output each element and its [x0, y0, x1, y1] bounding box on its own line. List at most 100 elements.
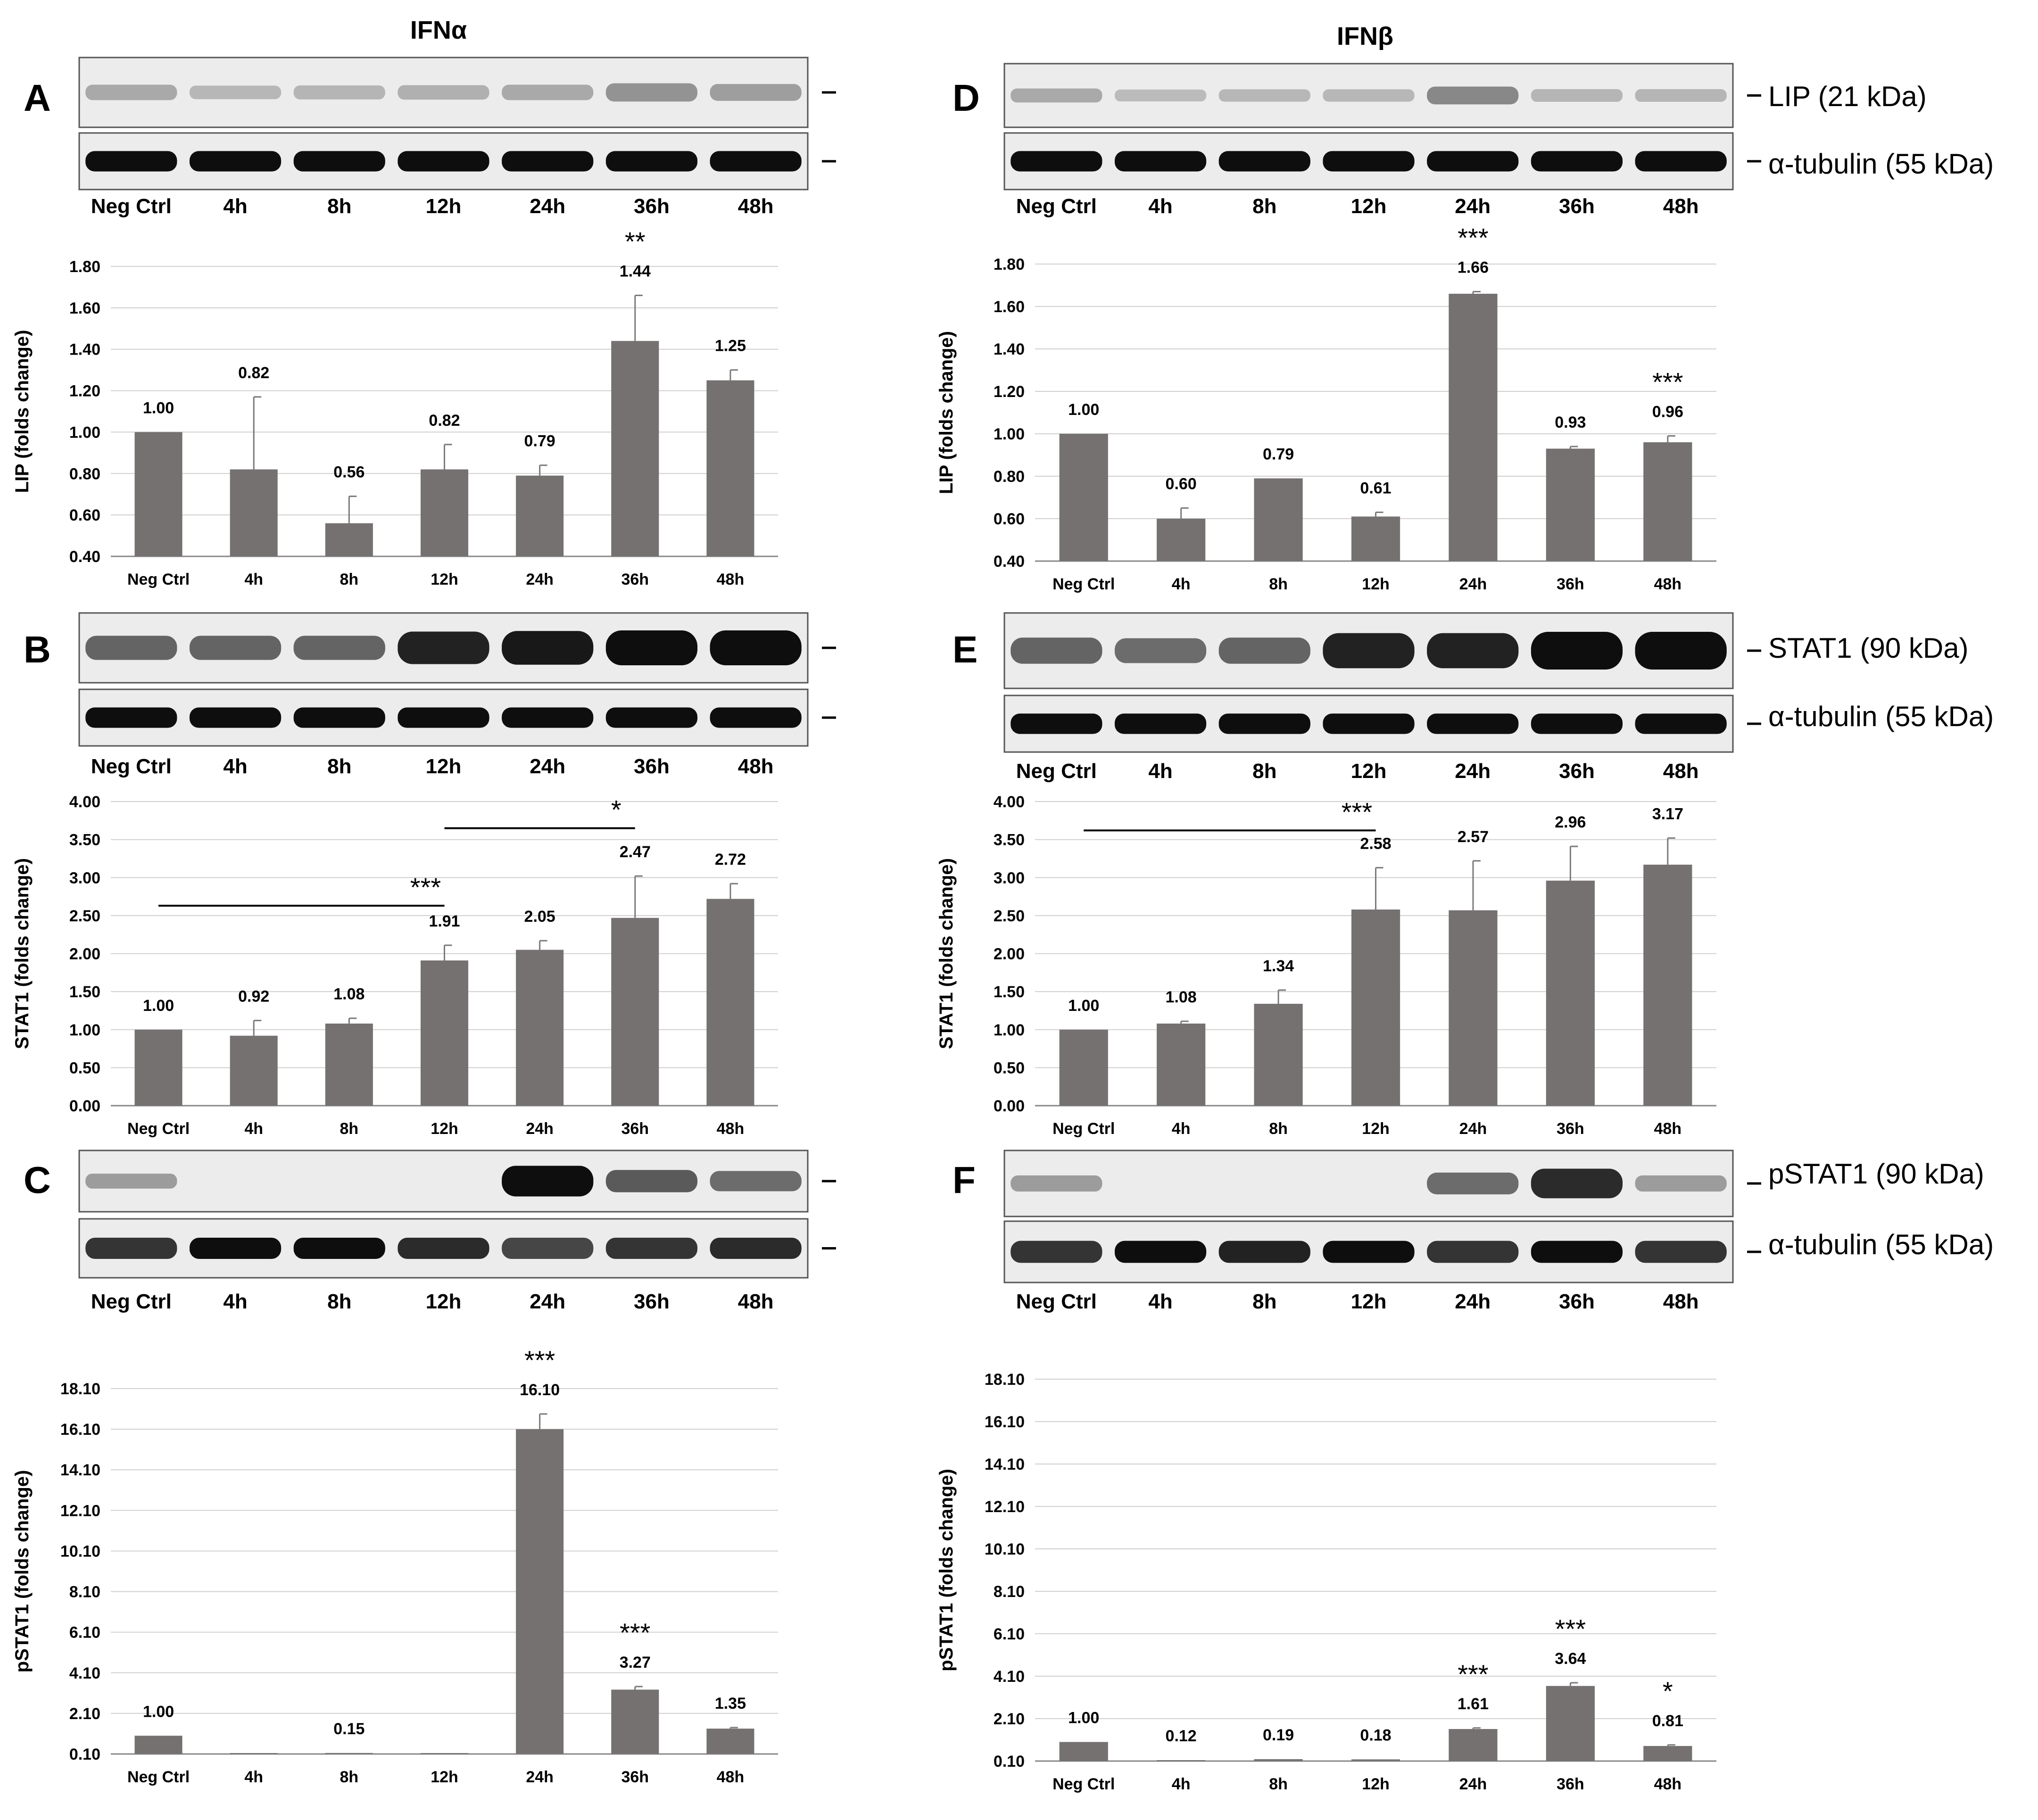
y-tick-label: 1.00 — [69, 1021, 100, 1039]
bar — [325, 1753, 373, 1754]
lane-label: Neg Ctrl — [1016, 760, 1097, 783]
data-label: 0.79 — [524, 432, 555, 450]
bar — [1449, 910, 1498, 1106]
bar — [1254, 1759, 1303, 1761]
bar — [706, 899, 754, 1106]
bar — [1351, 516, 1400, 561]
x-tick-label: 36h — [621, 1768, 649, 1786]
y-tick-label: 12.10 — [60, 1502, 100, 1520]
y-tick-label: 1.40 — [69, 341, 100, 359]
blot-c-pstat1 — [78, 1150, 836, 1213]
y-tick-label: 8.10 — [994, 1583, 1025, 1601]
x-tick-label: 4h — [244, 1120, 263, 1138]
y-axis-label: STAT1 (folds change) — [936, 858, 957, 1049]
data-label: 2.96 — [1555, 813, 1586, 831]
blot-band — [293, 1238, 385, 1259]
blot-band — [1323, 713, 1415, 734]
blot-b-stat1 — [78, 612, 836, 684]
blot-band — [605, 1238, 698, 1259]
bar-charts: 0.40 0.60 0.80 1.00 1.20 1.40 1.60 1.80 LIP (fol… — [12, 223, 1716, 1793]
x-tick-label: 12h — [431, 571, 458, 588]
x-tick-label: 48h — [717, 571, 745, 588]
blot-label-tubulin-f: α-tubulin (55 kDa) — [1768, 1229, 1994, 1260]
lane-label: 12h — [1351, 760, 1387, 783]
x-tick-label: Neg Ctrl — [1052, 1775, 1115, 1793]
x-tick-label: Neg Ctrl — [127, 1768, 190, 1786]
blot-c-tubulin — [78, 1218, 836, 1279]
data-label: 1.08 — [1166, 988, 1197, 1006]
blot-band — [1114, 638, 1207, 663]
y-tick-label: 0.40 — [994, 553, 1025, 571]
x-tick-label: 24h — [526, 1768, 554, 1786]
lane-label: 8h — [327, 1290, 351, 1313]
lane-label: 48h — [1663, 195, 1699, 218]
lane-label: 8h — [1252, 195, 1276, 218]
lane-label: Neg Ctrl — [91, 195, 172, 218]
x-tick-label: 48h — [717, 1120, 745, 1138]
data-label: 0.92 — [238, 987, 269, 1005]
blot-band — [1114, 151, 1207, 172]
lane-label: 36h — [1559, 1290, 1595, 1313]
column-title-ifna: IFNα — [410, 16, 467, 44]
blot-f-tubulin — [1003, 1220, 1761, 1283]
blot-band — [189, 85, 282, 99]
y-tick-label: 0.60 — [994, 510, 1025, 528]
blot-d-lip — [1003, 63, 1761, 128]
blot-band — [1427, 86, 1519, 105]
panel-letter-b: B — [24, 629, 51, 670]
y-tick-label: 6.10 — [69, 1624, 100, 1642]
blot-band — [502, 1238, 594, 1259]
lane-label: 12h — [1351, 1290, 1387, 1313]
y-tick-label: 4.10 — [994, 1668, 1025, 1686]
blot-frame — [78, 57, 809, 128]
lane-label: 8h — [327, 195, 351, 218]
blot-band — [85, 151, 177, 172]
blot-frame — [1003, 1150, 1734, 1217]
blot-a-lip — [78, 57, 836, 128]
panel-letter-d: D — [953, 77, 980, 119]
y-tick-label: 2.10 — [69, 1705, 100, 1723]
x-tick-label: 36h — [621, 571, 649, 588]
blot-a-tubulin — [78, 132, 836, 190]
panel-letter-e: E — [953, 629, 978, 670]
blot-band — [1427, 713, 1519, 734]
y-tick-label: 14.10 — [60, 1461, 100, 1479]
y-tick-label: 4.00 — [994, 793, 1025, 811]
data-label: 2.47 — [620, 843, 651, 861]
y-tick-label: 1.60 — [994, 298, 1025, 316]
blot-band — [1635, 713, 1727, 734]
y-tick-label: 1.80 — [69, 258, 100, 276]
blot-frame — [78, 1150, 809, 1213]
significance-stars: * — [1663, 1676, 1673, 1706]
bar — [706, 1729, 754, 1754]
blot-band — [1218, 1241, 1310, 1263]
bar — [1254, 1003, 1303, 1106]
blot-band — [1011, 637, 1102, 664]
bar — [325, 1023, 373, 1106]
x-tick-label: 8h — [340, 1120, 359, 1138]
y-tick-label: 0.50 — [994, 1059, 1025, 1077]
data-label: 0.15 — [333, 1720, 365, 1738]
blot-band — [398, 631, 489, 664]
lane-label: 12h — [1351, 195, 1387, 218]
data-label: 1.00 — [1068, 1709, 1099, 1727]
significance-stars: *** — [410, 872, 441, 902]
bar — [1157, 1023, 1206, 1106]
panel-letter-c: C — [24, 1159, 51, 1201]
x-tick-label: 4h — [244, 571, 263, 588]
bar — [611, 1689, 659, 1754]
x-tick-label: 12h — [431, 1768, 458, 1786]
blot-band — [1635, 632, 1727, 670]
lane-label: 8h — [1252, 1290, 1276, 1313]
x-tick-label: 8h — [1269, 575, 1288, 593]
chart-a: 0.40 0.60 0.80 1.00 1.20 1.40 1.60 1.80 LIP (fol… — [12, 227, 778, 588]
blot-band — [502, 631, 594, 665]
y-axis-label: STAT1 (folds change) — [12, 858, 33, 1049]
x-tick-label: 12h — [431, 1120, 458, 1138]
bar — [420, 1753, 469, 1754]
blot-band — [1114, 89, 1207, 102]
bar — [516, 475, 564, 556]
y-tick-label: 4.00 — [69, 793, 100, 811]
lane-label: 4h — [223, 195, 247, 218]
